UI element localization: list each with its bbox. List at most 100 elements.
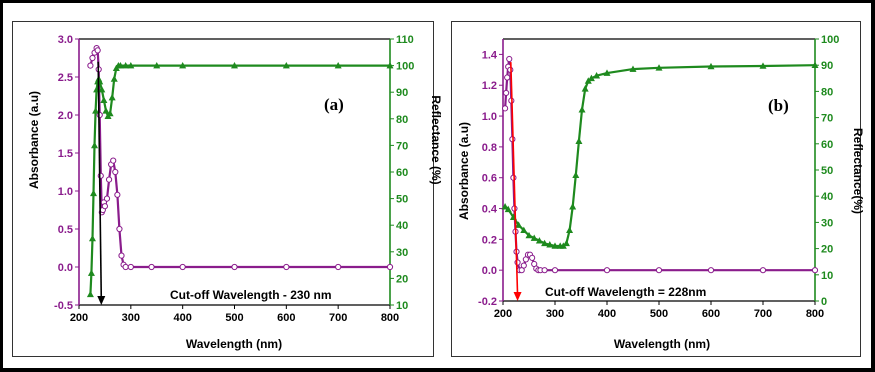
chart-a-x-tick-label: 300: [122, 312, 140, 324]
chart-b-reflectance-point: [593, 72, 601, 79]
chart-a-reflectance-point: [334, 61, 342, 69]
chart-b-absorbance-point: [520, 262, 527, 269]
chart-a-x-tick-label: 400: [173, 312, 191, 324]
chart-a-reflectance-point: [100, 96, 108, 103]
chart-b-reflectance-point: [530, 234, 538, 241]
chart-a-absorbance-point: [116, 225, 123, 233]
chart-b-y-right-tick-label: 70: [821, 113, 833, 125]
chart-b-y-right-tick-label: 50: [821, 165, 833, 177]
chart-b-reflectance-point: [501, 203, 509, 210]
chart-b-absorbance-point: [501, 105, 509, 112]
chart-b-reflectance-point: [566, 226, 574, 234]
chart-b-y-left-tick-label: 1.2: [482, 80, 497, 92]
chart-a-absorbance-point: [118, 252, 125, 259]
chart-a-reflectance-point: [179, 61, 187, 69]
chart-a-y-right-tick-label: 10: [396, 300, 408, 312]
chart-b-reflectance-point: [811, 61, 819, 68]
chart-b-y-left-tick-label: -0.2: [478, 296, 497, 308]
chart-b-reflectance-point: [575, 137, 583, 144]
chart-a-reflectance-point: [92, 107, 100, 114]
chart-b-reflectance-point: [546, 241, 554, 248]
chart-a-absorbance-point: [87, 62, 94, 69]
chart-b-reflectance-point: [655, 64, 663, 71]
chart-a-reflectance-point: [153, 61, 161, 69]
figure: Absorbance (a.u) Reflectance (%) Wavelen…: [3, 3, 871, 368]
chart-a-y-right-tick-label: 40: [396, 220, 408, 232]
chart-a-absorbance-point: [112, 168, 119, 176]
chart-a-reflectance-point: [86, 290, 94, 298]
chart-b-absorbance-point: [759, 267, 767, 274]
chart-b: Absorbance (a.u) Reflectance(%) Waveleng…: [457, 34, 865, 351]
chart-b-absorbance-point: [551, 267, 559, 274]
chart-a-ylabel-right: Reflectance (%): [429, 95, 443, 184]
chart-b-reflectance-point: [551, 242, 559, 249]
chart-b-y-right-tick-label: 30: [821, 217, 833, 229]
chart-a-x-tick-label: 600: [277, 312, 295, 324]
chart-a-absorbance-point: [110, 157, 117, 164]
chart-b-reflectance-point: [520, 226, 528, 234]
chart-b-reflectance-point: [569, 203, 577, 210]
chart-a-absorbance-point: [105, 176, 113, 183]
chart-a-absorbance-point: [114, 191, 121, 198]
chart-b-reflectance-point: [578, 106, 586, 113]
chart-b-y-right-tick-label: 40: [821, 191, 833, 203]
chart-a-absorbance-point: [94, 47, 101, 54]
chart-a-y-left-tick-label: 0.5: [58, 224, 73, 236]
chart-a-absorbance-point: [127, 263, 134, 271]
chart-a-absorbance-point: [103, 195, 111, 202]
chart-b-reflectance-point: [515, 221, 523, 228]
chart-b-panel-label: (b): [768, 96, 789, 115]
chart-a-reflectance-point: [102, 107, 110, 114]
chart-a-reflectance-point: [91, 141, 99, 149]
chart-a-y-left-tick-label: 1.5: [58, 148, 73, 160]
chart-b-x-tick-label: 200: [494, 308, 512, 320]
chart-b-y-left-tick-label: 1.0: [482, 111, 497, 123]
chart-a-reflectance-point: [106, 109, 114, 117]
chart-b-x-tick-label: 800: [806, 308, 824, 320]
chart-b-y-left-tick-label: 0.2: [482, 234, 497, 246]
chart-a-absorbance-point: [231, 263, 238, 271]
chart-a-reflectance-point: [127, 61, 135, 69]
chart-a-y-left-tick-label: -0.5: [54, 300, 73, 312]
chart-a-y-left-tick-label: 1.0: [58, 186, 73, 198]
chart-a-x-tick-label: 200: [70, 312, 88, 324]
chart-b-y-left-tick-label: 1.4: [482, 49, 498, 61]
chart-a-absorbance-point: [148, 263, 155, 271]
chart-a-y-left-tick-label: 2.0: [58, 110, 73, 122]
chart-a-x-tick-label: 700: [329, 312, 347, 324]
chart-a-absorbance-point: [335, 263, 342, 271]
chart-b-absorbance-point: [504, 74, 511, 81]
chart-a-x-tick-label: 500: [225, 312, 243, 324]
chart-a-reflectance-point: [230, 61, 239, 69]
chart-b-reflectance-point: [525, 231, 533, 239]
chart-a: Absorbance (a.u) Reflectance (%) Wavelen…: [27, 34, 443, 351]
chart-b-absorbance-point: [541, 267, 548, 274]
chart-b-x-tick-label: 300: [546, 308, 564, 320]
chart-a-y-left-tick-label: 0.0: [58, 262, 73, 274]
chart-b-y-left-tick-label: 0.0: [482, 265, 497, 277]
chart-a-reflectance-point: [282, 61, 290, 69]
chart-a-absorbance-point: [386, 263, 394, 271]
chart-b-y-right-tick-label: 10: [821, 270, 833, 282]
chart-b-cutoff-arrowhead: [513, 292, 522, 301]
chart-a-y-right-tick-label: 70: [396, 140, 408, 152]
chart-a-reflectance-point: [386, 61, 394, 69]
chart-b-y-right-tick-label: 60: [821, 139, 833, 151]
chart-b-reflectance-point: [541, 239, 549, 247]
chart-b-absorbance-point: [506, 55, 513, 63]
chart-b-reflectance-point: [562, 239, 570, 247]
chart-b-y-right-tick-label: 20: [821, 244, 833, 256]
chart-b-reflectance-line: [504, 64, 816, 248]
chart-b-y-right-tick-label: 100: [821, 34, 839, 46]
chart-a-reflectance-point: [88, 234, 96, 242]
chart-b-reflectance-point: [603, 69, 611, 76]
chart-a-y-right-tick-label: 80: [396, 114, 408, 126]
chart-b-absorbance-point: [529, 254, 536, 261]
chart-a-y-right-tick-label: 60: [396, 167, 408, 179]
chart-b-reflectance-point: [587, 74, 595, 82]
chart-a-reflectance-point: [108, 93, 116, 101]
chart-a-panel-label: (a): [324, 95, 344, 114]
chart-b-absorbance-line: [504, 57, 815, 272]
chart-a-absorbance-point: [179, 263, 186, 271]
chart-b-reflectance-point: [707, 62, 715, 70]
